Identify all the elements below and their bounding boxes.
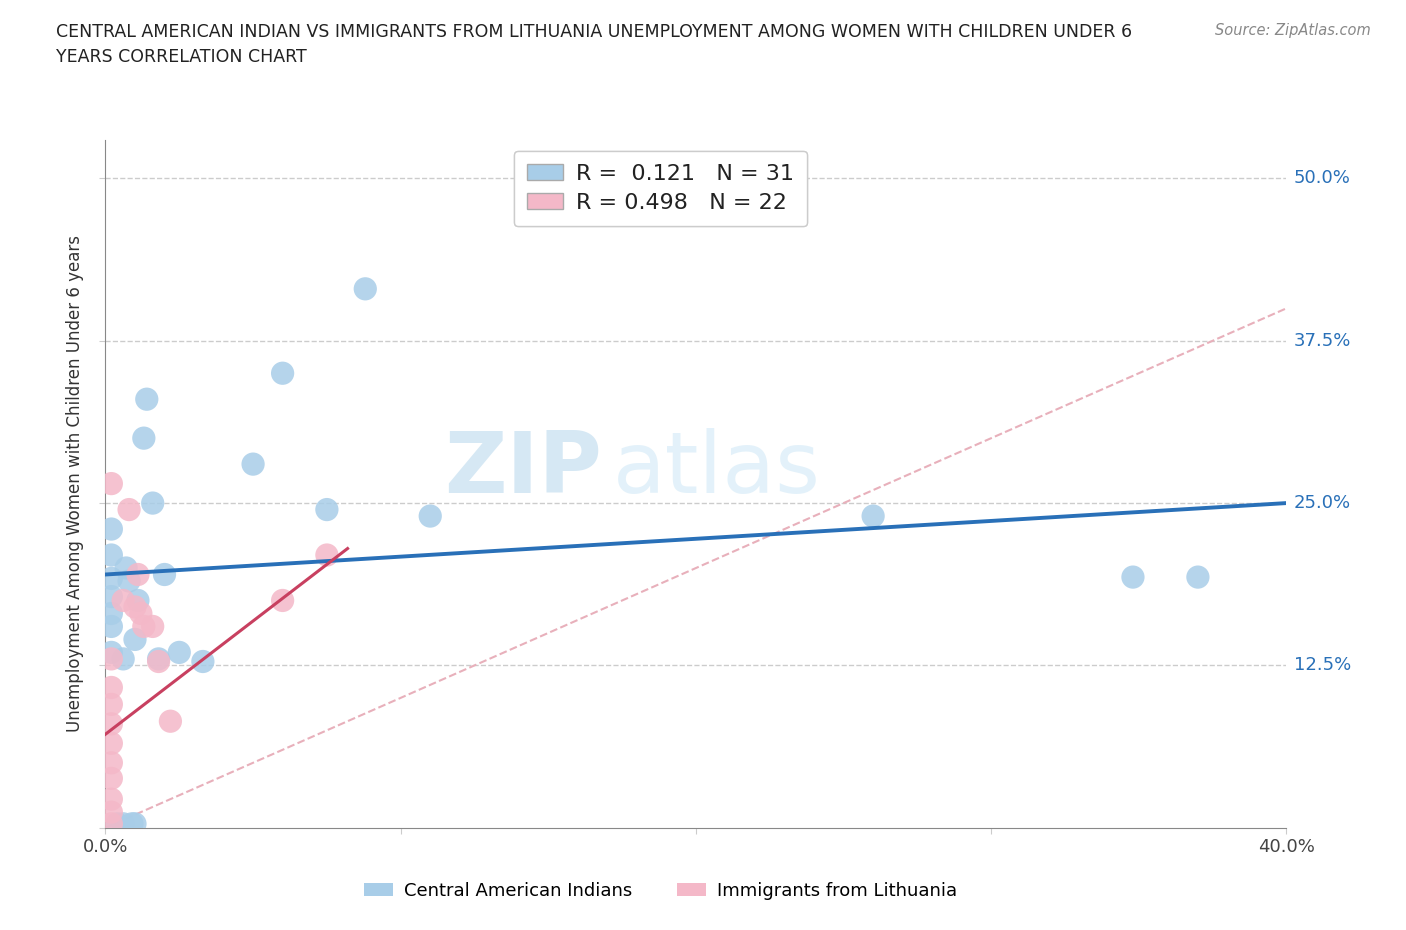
Point (315, 548, 337, 563)
Point (135, 392, 157, 406)
Point (100, 571, 122, 586)
Point (100, 736, 122, 751)
Text: 12.5%: 12.5% (1294, 657, 1351, 674)
Point (100, 651, 122, 666)
Point (112, 817, 135, 831)
Point (100, 771, 122, 786)
Point (112, 651, 135, 666)
Y-axis label: Unemployment Among Women with Children Under 6 years: Unemployment Among Women with Children U… (66, 235, 84, 732)
Text: 37.5%: 37.5% (1294, 332, 1351, 350)
Text: 25.0%: 25.0% (1294, 494, 1351, 512)
Point (112, 593, 135, 608)
Point (100, 791, 122, 806)
Text: CENTRAL AMERICAN INDIAN VS IMMIGRANTS FROM LITHUANIA UNEMPLOYMENT AMONG WOMEN WI: CENTRAL AMERICAN INDIAN VS IMMIGRANTS FR… (56, 23, 1132, 66)
Point (100, 645, 122, 660)
Point (124, 600, 146, 615)
Text: atlas: atlas (613, 429, 821, 512)
Point (127, 593, 149, 608)
Point (129, 606, 152, 621)
Point (105, 817, 128, 831)
Text: Source: ZipAtlas.com: Source: ZipAtlas.com (1215, 23, 1371, 38)
Point (100, 697, 122, 711)
Point (1122, 570, 1144, 585)
Point (148, 654, 170, 669)
Point (100, 548, 122, 563)
Point (159, 714, 181, 729)
Point (100, 755, 122, 770)
Point (100, 680, 122, 695)
Point (118, 502, 141, 517)
Legend: R =  0.121   N = 31, R = 0.498   N = 22: R = 0.121 N = 31, R = 0.498 N = 22 (513, 151, 807, 226)
Point (100, 716, 122, 731)
Point (142, 619, 165, 634)
Point (142, 496, 165, 511)
Point (121, 817, 143, 831)
Point (191, 654, 214, 669)
Point (118, 574, 141, 589)
Point (127, 567, 149, 582)
Point (148, 651, 170, 666)
Legend: Central American Indians, Immigrants from Lithuania: Central American Indians, Immigrants fro… (357, 874, 965, 907)
Point (100, 619, 122, 634)
Point (100, 804, 122, 819)
Text: 50.0%: 50.0% (1294, 169, 1350, 188)
Point (124, 817, 146, 831)
Point (354, 282, 377, 297)
Point (153, 567, 176, 582)
Point (124, 632, 146, 647)
Point (100, 522, 122, 537)
Point (132, 431, 155, 445)
Point (315, 502, 337, 517)
Point (100, 606, 122, 621)
Point (132, 619, 155, 634)
Text: ZIP: ZIP (444, 429, 602, 512)
Point (100, 476, 122, 491)
Point (862, 509, 884, 524)
Point (169, 645, 191, 660)
Point (100, 817, 122, 831)
Point (100, 589, 122, 604)
Point (271, 365, 294, 380)
Point (271, 593, 294, 608)
Point (1187, 570, 1209, 585)
Point (115, 561, 138, 576)
Point (242, 457, 264, 472)
Point (419, 509, 441, 524)
